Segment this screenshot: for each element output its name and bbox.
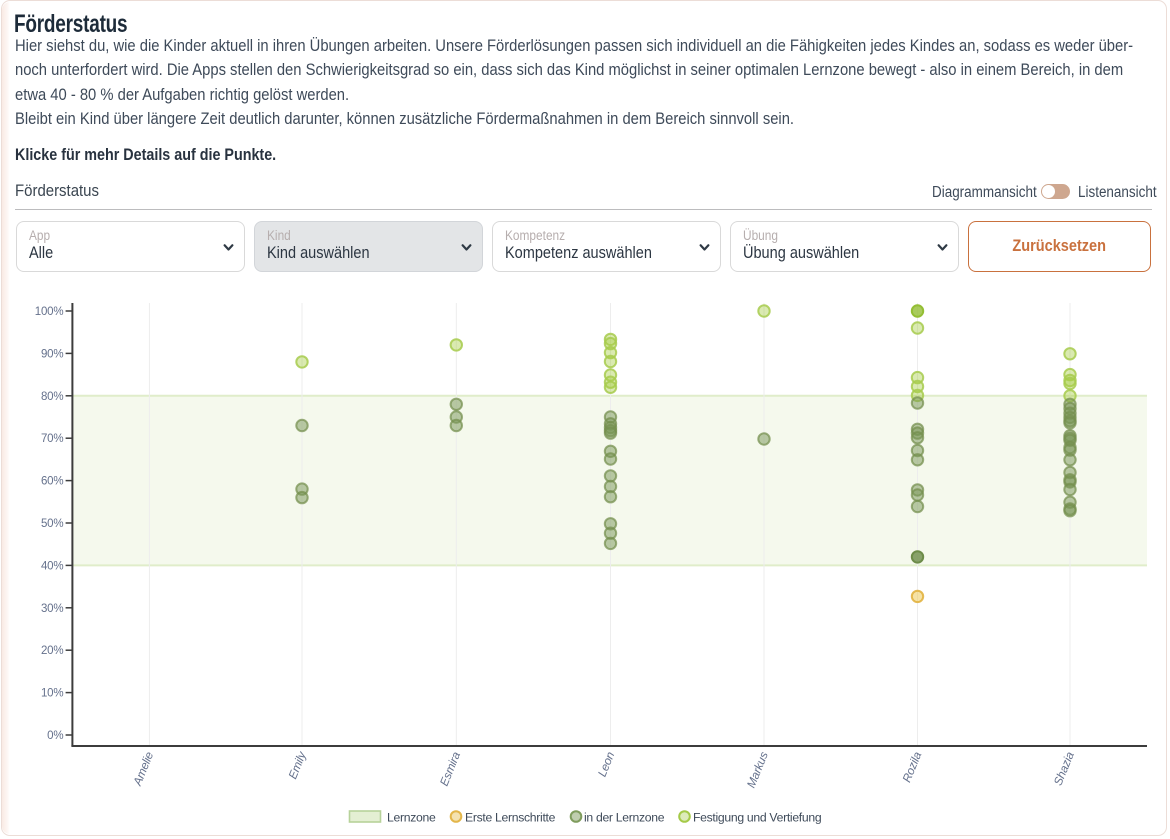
svg-text:Markus: Markus: [744, 750, 771, 790]
svg-text:Rozila: Rozila: [899, 749, 924, 784]
svg-text:80%: 80%: [41, 391, 63, 403]
svg-text:30%: 30%: [41, 603, 63, 615]
svg-text:90%: 90%: [41, 348, 63, 360]
svg-text:100%: 100%: [35, 306, 64, 318]
svg-text:in der Lernzone: in der Lernzone: [584, 811, 665, 825]
svg-text:Shazia: Shazia: [1051, 749, 1077, 787]
svg-text:10%: 10%: [41, 688, 63, 700]
svg-text:Leon: Leon: [595, 749, 618, 778]
svg-text:0%: 0%: [47, 730, 63, 742]
svg-text:Amelie: Amelie: [130, 749, 157, 788]
svg-text:Lernzone: Lernzone: [387, 811, 436, 825]
svg-text:20%: 20%: [41, 645, 63, 657]
svg-text:Festigung und Vertiefung: Festigung und Vertiefung: [693, 811, 821, 825]
svg-text:40%: 40%: [41, 560, 63, 572]
svg-text:Erste Lernschritte: Erste Lernschritte: [465, 811, 556, 825]
svg-text:Emily: Emily: [285, 749, 309, 781]
svg-text:50%: 50%: [41, 518, 63, 530]
svg-text:70%: 70%: [41, 433, 63, 445]
svg-text:Esmira: Esmira: [437, 749, 464, 788]
svg-text:60%: 60%: [41, 476, 63, 488]
